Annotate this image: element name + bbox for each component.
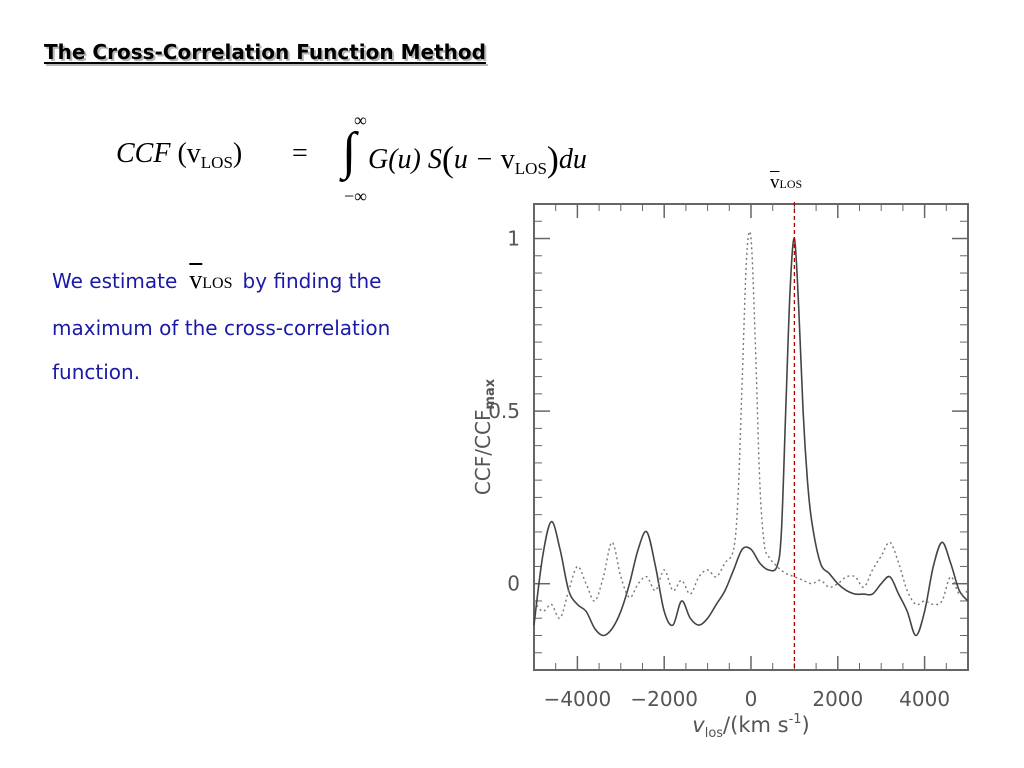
equals-sign: = [292, 138, 308, 169]
vlos-marker-label: vLOS [770, 172, 803, 193]
series-group [533, 230, 969, 637]
x-tick-label: 2000 [812, 687, 863, 711]
integral-upper-limit: ∞ [354, 110, 367, 130]
x-tick-label: −4000 [544, 687, 612, 711]
tick-labels: −4000 −2000 0 2000 4000 0 0.5 1 [488, 227, 950, 711]
integral-sign: ∫ [342, 123, 357, 180]
axis-ticks [533, 203, 969, 670]
series-line-solid [533, 237, 969, 637]
slide-title: The Cross-Correlation Function Method [44, 40, 486, 64]
series-line-dotted [533, 230, 969, 620]
y-tick-label: 0 [507, 572, 520, 596]
ccf-equation: CCF (vLOS) = ∞ ∫ −∞ G(u) S(u − vLOS)du [110, 110, 670, 210]
x-tick-label: −2000 [630, 687, 698, 711]
x-tick-label: 4000 [899, 687, 950, 711]
y-tick-label: 1 [507, 227, 520, 251]
vlos-symbol: vLOS [189, 265, 233, 294]
svg-text:CCF/CCFmax: CCF/CCFmax [471, 378, 498, 495]
ccf-chart: −4000 −2000 0 2000 4000 0 0.5 1 CCF/CCFmax vlos… [471, 202, 969, 741]
equation-rhs: G(u) S(u − vLOS)du [368, 139, 587, 179]
y-tick-label: 0.5 [488, 399, 520, 423]
x-tick-label: 0 [745, 687, 758, 711]
y-axis-label: CCF/CCFmax [471, 378, 498, 495]
body-text: We estimate vLOS by finding the maximum of… [52, 265, 391, 384]
integral-lower-limit: −∞ [344, 186, 367, 206]
plot-frame [533, 203, 969, 671]
equation-lhs: CCF (vLOS) [116, 138, 243, 172]
x-axis-label: vlos/(km s-1) [692, 712, 809, 741]
